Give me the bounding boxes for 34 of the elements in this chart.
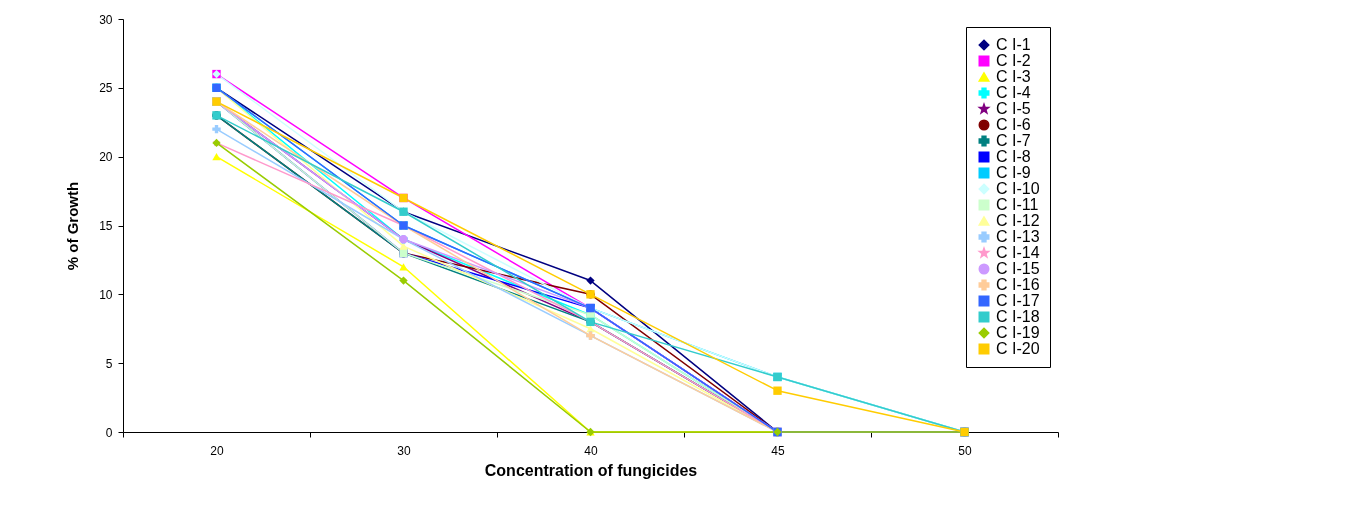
legend-label: C I-8 bbox=[996, 148, 1031, 165]
legend-label: C I-9 bbox=[996, 164, 1031, 181]
legend-label: C I-17 bbox=[996, 292, 1040, 309]
legend-label: C I-19 bbox=[996, 324, 1040, 341]
legend-label: C I-6 bbox=[996, 116, 1031, 133]
legend-label: C I-16 bbox=[996, 276, 1040, 293]
y-tick-label: 5 bbox=[105, 356, 113, 371]
legend-label: C I-7 bbox=[996, 132, 1031, 149]
x-tick-label: 30 bbox=[397, 443, 411, 458]
legend-label: C I-3 bbox=[996, 68, 1031, 85]
y-tick-label: 20 bbox=[99, 150, 113, 165]
legend-label: C I-2 bbox=[996, 52, 1031, 69]
y-tick-label: 15 bbox=[99, 219, 113, 233]
x-tick-label: 45 bbox=[771, 443, 785, 458]
legend-label: C I-18 bbox=[996, 308, 1040, 325]
legend-label: C I-14 bbox=[996, 244, 1040, 261]
legend-label: C I-1 bbox=[996, 36, 1031, 53]
legend-label: C I-11 bbox=[996, 196, 1039, 213]
legend-label: C I-12 bbox=[996, 212, 1040, 229]
legend-label: C I-5 bbox=[996, 100, 1031, 117]
y-tick-label: 25 bbox=[99, 81, 113, 96]
legend-label: C I-10 bbox=[996, 180, 1040, 197]
y-tick-label: 0 bbox=[105, 425, 113, 440]
legend-label: C I-4 bbox=[996, 84, 1031, 101]
x-tick-label: 50 bbox=[958, 443, 972, 458]
y-tick-label: 10 bbox=[99, 287, 113, 302]
x-axis-title: Concentration of fungicides bbox=[484, 461, 698, 479]
legend-label: C I-20 bbox=[996, 340, 1040, 357]
x-tick-label: 40 bbox=[584, 443, 598, 458]
x-tick-label: 20 bbox=[210, 443, 224, 458]
y-axis-title: % of Growth bbox=[64, 181, 82, 271]
legend-label: C I-13 bbox=[996, 228, 1040, 245]
legend-label: C I-15 bbox=[996, 260, 1040, 277]
y-tick-label: 30 bbox=[99, 12, 113, 27]
